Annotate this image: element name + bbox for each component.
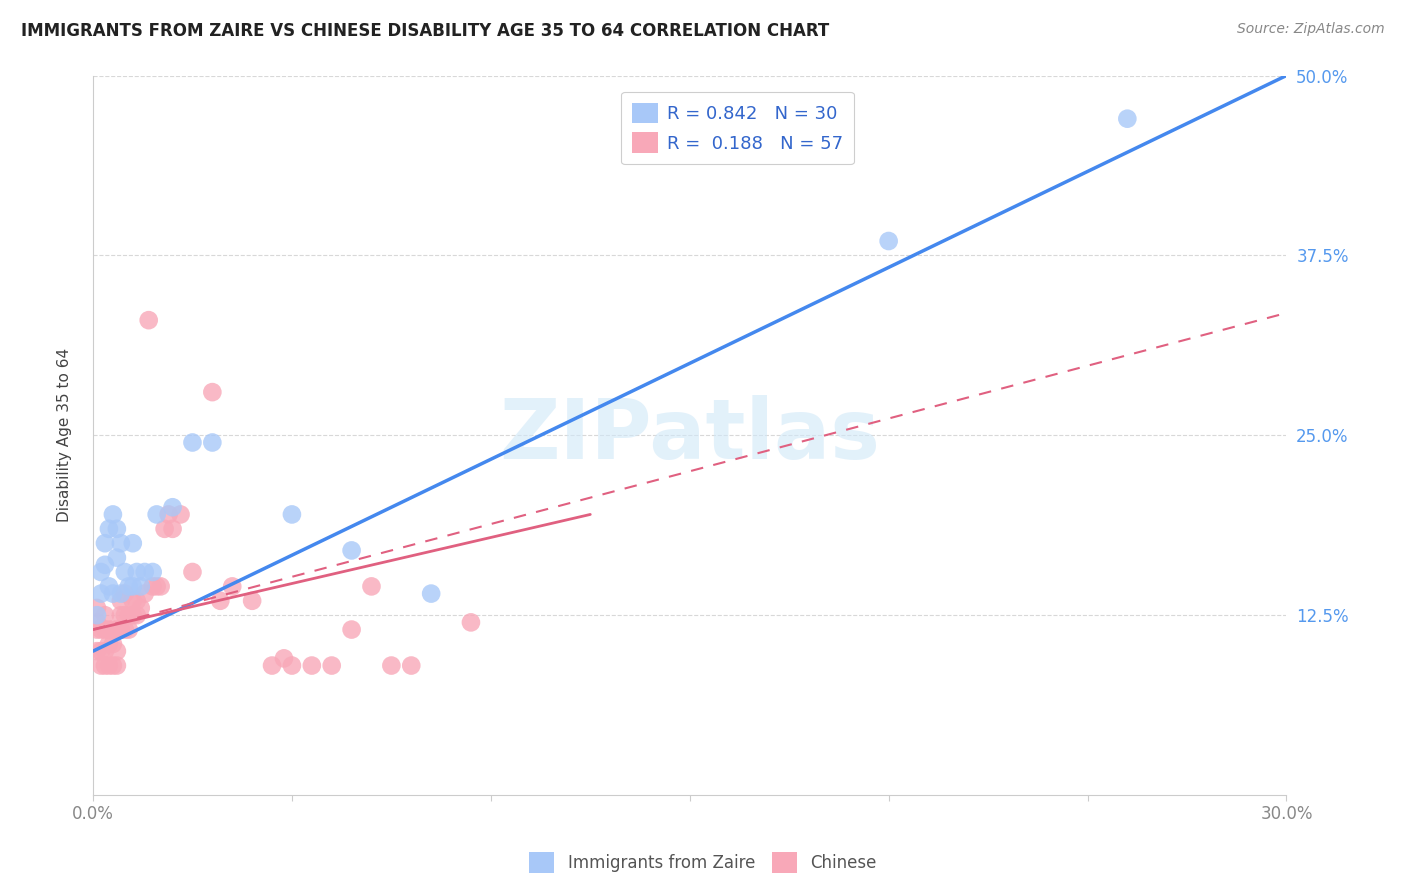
Point [149, 579, 172, 593]
Point [105, 550, 128, 565]
Point [105, 644, 128, 658]
Point [86, 644, 108, 658]
Point [321, 658, 343, 673]
Text: ZIPatlas: ZIPatlas [499, 395, 880, 475]
Point [94, 658, 117, 673]
Point [281, 508, 304, 522]
Point [201, 435, 224, 450]
Point [129, 601, 152, 615]
Point [157, 508, 180, 522]
Point [138, 313, 160, 327]
Point [90, 623, 112, 637]
Point [110, 594, 132, 608]
Point [90, 644, 112, 658]
Point [94, 536, 117, 550]
Point [121, 608, 143, 623]
Point [181, 435, 204, 450]
Point [118, 608, 141, 623]
Point [94, 558, 117, 572]
Point [94, 623, 117, 637]
Point [121, 594, 143, 608]
Point [142, 579, 165, 593]
Text: Source: ZipAtlas.com: Source: ZipAtlas.com [1237, 22, 1385, 37]
Point [125, 608, 148, 623]
Point [97, 637, 120, 651]
Point [90, 565, 112, 579]
Point [281, 658, 304, 673]
Point [90, 586, 112, 600]
Point [129, 579, 152, 593]
Point [101, 637, 124, 651]
Point [401, 658, 423, 673]
Y-axis label: Disability Age 35 to 64: Disability Age 35 to 64 [58, 348, 72, 523]
Point [118, 579, 141, 593]
Point [105, 658, 128, 673]
Point [153, 522, 176, 536]
Point [86, 601, 108, 615]
Point [209, 594, 232, 608]
Point [97, 579, 120, 593]
Point [121, 579, 143, 593]
Point [273, 651, 295, 665]
Point [260, 658, 283, 673]
Point [114, 565, 136, 579]
Point [114, 608, 136, 623]
Legend: Immigrants from Zaire, Chinese: Immigrants from Zaire, Chinese [523, 846, 883, 880]
Point [105, 623, 128, 637]
Point [97, 658, 120, 673]
Point [110, 623, 132, 637]
Point [101, 623, 124, 637]
Point [101, 658, 124, 673]
Point [90, 658, 112, 673]
Point [86, 623, 108, 637]
Point [101, 586, 124, 600]
Point [240, 594, 263, 608]
Point [125, 594, 148, 608]
Point [121, 536, 143, 550]
Point [105, 522, 128, 536]
Point [97, 522, 120, 536]
Point [118, 623, 141, 637]
Point [110, 536, 132, 550]
Point [86, 615, 108, 630]
Point [1116, 112, 1139, 126]
Point [162, 522, 184, 536]
Point [101, 508, 124, 522]
Point [380, 658, 402, 673]
Text: IMMIGRANTS FROM ZAIRE VS CHINESE DISABILITY AGE 35 TO 64 CORRELATION CHART: IMMIGRANTS FROM ZAIRE VS CHINESE DISABIL… [21, 22, 830, 40]
Point [145, 579, 167, 593]
Point [181, 565, 204, 579]
Point [162, 500, 184, 515]
Point [134, 586, 156, 600]
Point [460, 615, 482, 630]
Point [420, 586, 443, 600]
Point [201, 385, 224, 400]
Point [360, 579, 382, 593]
Point [340, 623, 363, 637]
Point [86, 608, 108, 623]
Point [125, 565, 148, 579]
Point [114, 586, 136, 600]
Point [340, 543, 363, 558]
Point [145, 508, 167, 522]
Point [134, 565, 156, 579]
Point [877, 234, 900, 248]
Point [97, 623, 120, 637]
Point [301, 658, 323, 673]
Point [94, 644, 117, 658]
Legend: R = 0.842   N = 30, R =  0.188   N = 57: R = 0.842 N = 30, R = 0.188 N = 57 [621, 92, 853, 164]
Point [142, 565, 165, 579]
Point [110, 586, 132, 600]
Point [94, 608, 117, 623]
Point [169, 508, 191, 522]
Point [110, 608, 132, 623]
Point [221, 579, 243, 593]
Point [114, 623, 136, 637]
